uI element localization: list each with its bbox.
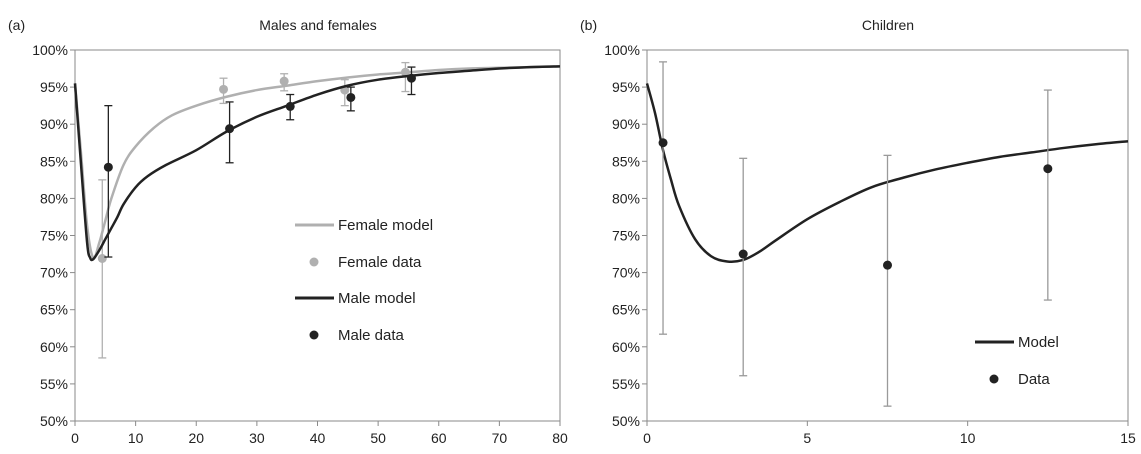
panel-b-y-tick-label: 100% [604,42,640,58]
panel-a-male-data-point [225,124,235,134]
panel-a-y-tick-label: 55% [40,376,68,392]
panel-a-female-data-point [279,76,289,86]
panel-b-y-tick-label: 70% [612,265,640,281]
panel-a-x-tick-label: 50 [370,430,386,446]
legend-male-model-label: Male model [338,290,416,307]
panel-a-y-tick-label: 70% [40,265,68,281]
panel-a-x-tick-label: 10 [128,430,144,446]
panel-a-x-tick-label: 80 [552,430,568,446]
panel-a-female-data-point [400,67,410,77]
panel-b-y-tick-label: 75% [612,228,640,244]
panel-a-x-tick-label: 70 [492,430,508,446]
legend-female-data-swatch [309,257,319,267]
panel-b-y-tick-label: 80% [612,190,640,206]
panel-b-x-tick-label: 5 [803,430,811,446]
panel-a-female-data-point [97,254,107,264]
panel-b-label: (b) [580,17,597,33]
panel-b-data-point [658,138,668,148]
panel-b-axes: 50% 55% 60% 65% 70% 75% 80% 85% 90% 95% 100% 0 5 10 15 [604,42,1136,446]
panel-b-model-line [645,83,1129,263]
panel-a-female-model-line [73,65,561,260]
panel-a-y-tick-label: 85% [40,153,68,169]
panel-b-legend: Model Data [975,334,1059,388]
panel-a-y-tick-label: 50% [40,413,68,429]
panel-b-y-tick-label: 60% [612,339,640,355]
panel-b-data-point [738,249,748,259]
panel-b: (b) Children 50% 55% 60% 65% 70% 75% 80% 85% 90%… [580,17,1136,446]
panel-a-legend: Female model Female data Male model Male… [295,217,433,344]
legend-female-model-label: Female model [338,217,433,234]
legend-data-swatch [989,374,999,384]
panel-b-y-tick-label: 90% [612,116,640,132]
legend-female-data-label: Female data [338,254,422,271]
panel-a-x-tick-label: 30 [249,430,265,446]
legend-male-data-label: Male data [338,327,405,344]
panel-a-y-tick-label: 75% [40,228,68,244]
panel-b-y-tick-label: 55% [612,376,640,392]
panel-a-y-tick-label: 90% [40,116,68,132]
panel-a-y-tick-label: 100% [32,42,68,58]
panel-b-x-tick-label: 15 [1120,430,1136,446]
panel-a-y-tick-label: 60% [40,339,68,355]
panel-a-y-tick-label: 95% [40,79,68,95]
panel-b-y-tick-label: 85% [612,153,640,169]
panel-a-x-tick-label: 0 [71,430,79,446]
panel-a-male-data-point [346,92,356,102]
panel-a: (a) Males and females 50% 55% 60% 65% 70% 75%… [8,17,568,446]
panel-a-male-model-line [73,65,561,262]
panel-b-x-tick-label: 10 [960,430,976,446]
panel-a-title: Males and females [259,17,377,33]
panel-a-x-tick-label: 20 [188,430,204,446]
legend-model-label: Model [1018,334,1059,351]
panel-a-x-tick-label: 60 [431,430,447,446]
panel-a-axes: 50% 55% 60% 65% 70% 75% 80% 85% 90% 95% 100% 0 10 20 3… [32,42,568,446]
panel-a-x-tick-label: 40 [310,430,326,446]
panel-a-plot [73,61,561,359]
panel-a-label: (a) [8,17,25,33]
panel-a-female-data-point [219,84,229,94]
panel-b-title: Children [862,17,914,33]
panel-b-y-tick-label: 65% [612,302,640,318]
panel-a-plot-frame [74,49,561,422]
panel-b-plot [645,61,1129,407]
panel-a-y-tick-label: 80% [40,190,68,206]
panel-b-data-point [1043,164,1053,174]
legend-data-label: Data [1018,371,1050,388]
panel-a-male-data-point [285,101,295,111]
legend-male-data-swatch [309,330,319,340]
panel-b-y-tick-label: 95% [612,79,640,95]
panel-a-male-data-point [103,162,113,172]
panel-a-y-tick-label: 65% [40,302,68,318]
panel-b-data-point [883,260,892,270]
panel-b-x-tick-label: 0 [643,430,651,446]
panel-a-male-data-point [406,73,416,83]
panel-b-y-tick-label: 50% [612,413,640,429]
